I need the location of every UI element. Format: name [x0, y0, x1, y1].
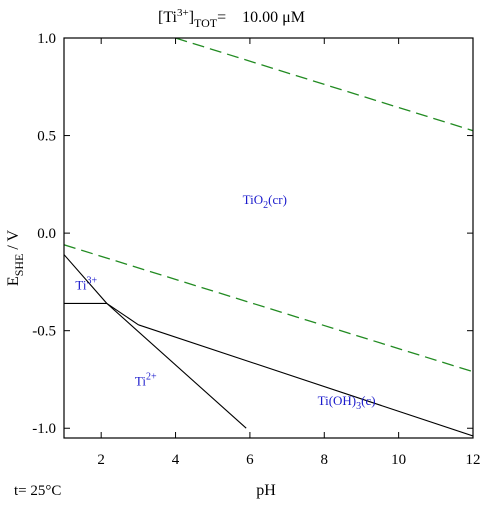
water-stability-line-0: [175, 38, 473, 132]
y-axis-title-main: E: [5, 276, 22, 286]
chart-title: [Ti3+]TOT= 10.00 μM: [158, 7, 305, 30]
plot-frame: [63, 37, 474, 439]
series-layer: [64, 38, 473, 437]
y-tick-label: 0.0: [37, 226, 56, 242]
y-axis-title-unit: / V: [5, 229, 22, 253]
boundary-line-5: [106, 302, 247, 429]
region-label-tio2: TiO2(cr): [243, 192, 287, 211]
y-tick-label: -0.5: [32, 324, 56, 340]
x-tick-label: 12: [466, 452, 481, 468]
svg-text:ESHE / V: ESHE / V: [5, 229, 26, 286]
x-tick-label: 8: [321, 452, 329, 468]
title-value: 10.00 μM: [242, 9, 305, 26]
y-tick-label: 0.5: [37, 129, 56, 145]
temperature-footer: t= 25°C: [14, 483, 61, 499]
region-label-tioh3: Ti(OH)3(c): [318, 393, 376, 412]
x-tick-label: 6: [246, 452, 254, 468]
y-tick-label: -1.0: [32, 421, 56, 437]
x-axis-title: pH: [256, 482, 276, 499]
region-labels: TiO2(cr) Ti3+ Ti2+ Ti(OH)3(c): [75, 192, 375, 412]
x-tick-label: 4: [172, 452, 180, 468]
y-tick-label: 1.0: [37, 31, 56, 47]
title-charge: 3+: [177, 7, 189, 19]
water-stability-line-1: [64, 244, 473, 373]
x-tick-label: 2: [97, 452, 105, 468]
region-label-ti3+: Ti3+: [75, 276, 97, 293]
svg-text:[Ti3+]TOT=10.00 μM: [Ti3+]TOT= 10.00 μM: [158, 7, 305, 30]
boundary-line-4: [138, 324, 473, 437]
y-axis-title-sub: SHE: [12, 254, 26, 277]
y-axis-title: ESHE / V: [5, 229, 26, 286]
title-eq: =: [217, 9, 226, 26]
region-label-ti2+: Ti2+: [135, 371, 157, 388]
title-bracket: ]: [189, 9, 194, 26]
title-sub: TOT: [194, 16, 218, 30]
x-tick-label: 10: [391, 452, 406, 468]
title-species: [Ti: [158, 9, 178, 26]
axis-ticks: 2 4 6 8 10 12 1.0 0.5 0.0 -0.5 -1.0: [32, 31, 480, 468]
